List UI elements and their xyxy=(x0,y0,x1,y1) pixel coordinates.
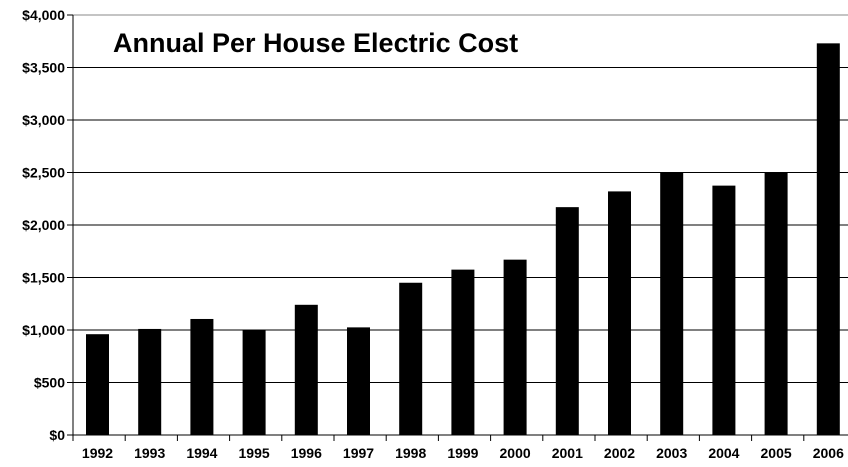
x-tick-label: 2005 xyxy=(761,445,792,461)
x-tick-label: 2000 xyxy=(500,445,531,461)
bar-1998 xyxy=(399,282,423,435)
x-axis-labels: 1992 1993 1994 1995 1996 1997 1998 1999 2000 2001… xyxy=(82,445,844,461)
bar-1999 xyxy=(451,269,475,435)
bar-1995 xyxy=(242,330,266,435)
x-tick-label: 1995 xyxy=(239,445,270,461)
y-tick-label: $2,500 xyxy=(22,165,65,181)
bar-1996 xyxy=(294,304,318,435)
x-tick-label: 2006 xyxy=(813,445,844,461)
y-axis-labels: $0 $500 $1,000 $1,500 $2,000 $2,500 $3,000 $3,5… xyxy=(22,7,65,443)
x-tick-label: 1998 xyxy=(395,445,426,461)
y-tick-label: $500 xyxy=(34,375,65,391)
bar-2004 xyxy=(712,185,736,435)
y-tick-label: $3,000 xyxy=(22,112,65,128)
bars xyxy=(86,43,840,435)
y-tick-label: $4,000 xyxy=(22,7,65,23)
bar-2003 xyxy=(660,172,684,435)
y-tick-label: $1,500 xyxy=(22,270,65,286)
x-tick-label: 1997 xyxy=(343,445,374,461)
bar-1997 xyxy=(347,327,370,435)
x-tick-label: 2001 xyxy=(552,445,583,461)
bar-2000 xyxy=(503,259,527,435)
y-tick-label: $3,500 xyxy=(22,60,65,76)
chart-title: Annual Per House Electric Cost xyxy=(113,28,518,58)
x-tick-label: 2004 xyxy=(708,445,739,461)
y-tick-label: $0 xyxy=(49,427,65,443)
x-tick-label: 1992 xyxy=(82,445,113,461)
y-axis-ticks xyxy=(67,14,73,436)
x-tick-label: 1993 xyxy=(134,445,165,461)
x-tick-label: 1994 xyxy=(186,445,217,461)
x-tick-label: 2002 xyxy=(604,445,635,461)
bar-2002 xyxy=(608,191,631,435)
x-tick-label: 1996 xyxy=(291,445,322,461)
bar-2006 xyxy=(816,43,840,435)
x-tick-label: 2003 xyxy=(656,445,687,461)
bar-1992 xyxy=(86,334,109,435)
bar-2005 xyxy=(764,172,788,435)
y-tick-label: $1,000 xyxy=(22,322,65,338)
bar-1993 xyxy=(138,328,162,435)
x-axis-ticks xyxy=(72,435,805,441)
bar-1994 xyxy=(190,318,214,435)
bar-2001 xyxy=(555,207,579,435)
x-tick-label: 1999 xyxy=(447,445,478,461)
y-tick-label: $2,000 xyxy=(22,217,65,233)
